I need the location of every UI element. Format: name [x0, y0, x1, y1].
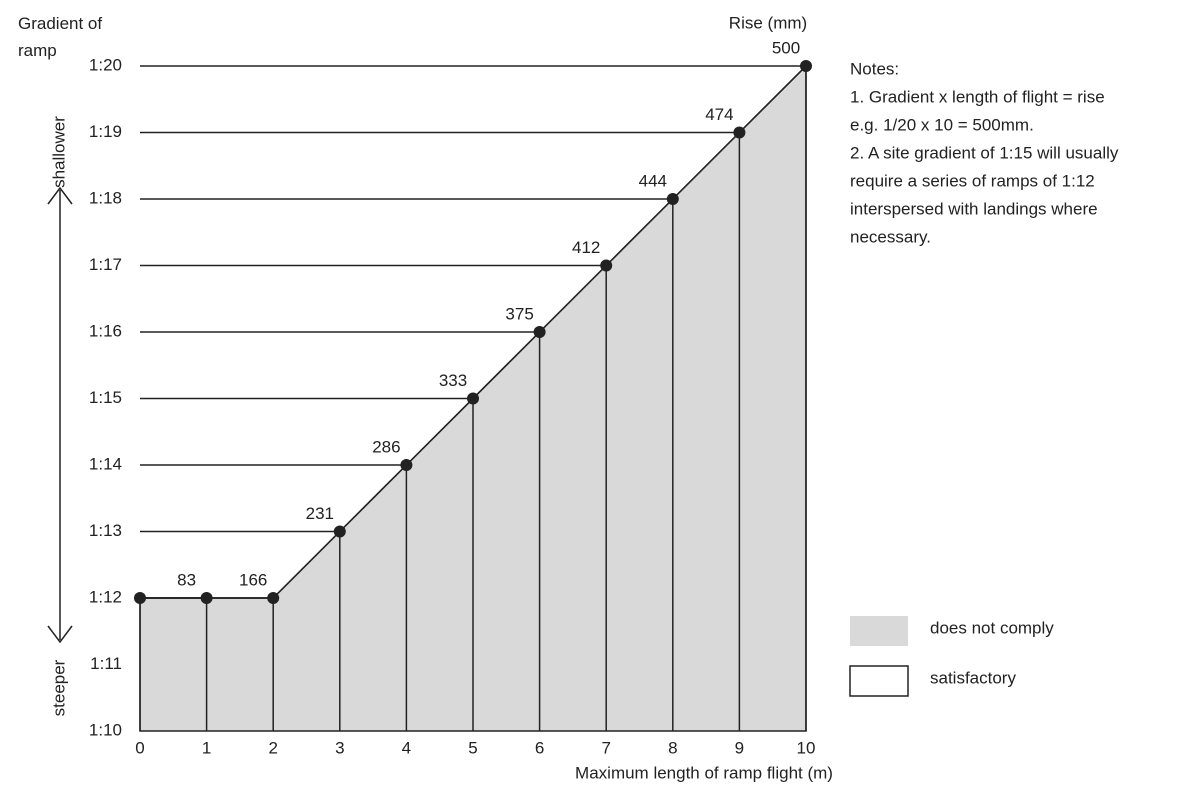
point — [800, 60, 812, 72]
legend-swatch — [849, 665, 909, 697]
legend-label: does not comply — [930, 618, 1054, 637]
x-tick-label: 9 — [735, 738, 744, 757]
x-axis-label: Maximum length of ramp flight (m) — [575, 763, 833, 782]
x-tick-label: 7 — [601, 738, 610, 757]
legend-swatch — [850, 616, 908, 646]
y-tick-label: 1:19 — [89, 122, 122, 141]
arrow-head — [47, 625, 73, 644]
x-tick-label: 6 — [535, 738, 544, 757]
note-line: e.g. 1/20 x 10 = 500mm. — [850, 115, 1034, 134]
x-tick-label: 1 — [202, 738, 211, 757]
x-tick-label: 5 — [468, 738, 477, 757]
rise-label: Rise (mm) — [729, 13, 807, 32]
x-tick-label: 4 — [402, 738, 411, 757]
point — [134, 592, 146, 604]
point — [400, 459, 413, 471]
rise-label: 474 — [705, 105, 733, 124]
shallower-label: shallower — [49, 116, 68, 188]
legend-label: satisfactory — [930, 668, 1016, 687]
rise-label: 500 — [772, 38, 800, 57]
steeper-label: steeper — [49, 659, 68, 716]
note-line: 2. A site gradient of 1:15 will usually — [850, 143, 1119, 162]
y-tick-label: 1:15 — [89, 388, 122, 407]
rise-label: 231 — [306, 504, 334, 523]
x-tick-label: 10 — [797, 738, 816, 757]
rise-label: 166 — [239, 570, 267, 589]
y-tick-label: 1:13 — [89, 521, 122, 540]
y-tick-label: 1:11 — [90, 654, 122, 673]
note-line: 1. Gradient x length of flight = rise — [850, 87, 1105, 106]
y-tick-label: 1:10 — [89, 720, 122, 739]
y-tick-label: 1:20 — [89, 55, 122, 74]
y-tick-label: 1:18 — [89, 188, 122, 207]
x-tick-label: 0 — [135, 738, 144, 757]
point — [200, 592, 213, 604]
point — [733, 126, 746, 139]
y-tick-label: 1:17 — [89, 255, 122, 274]
point — [666, 193, 679, 205]
point — [333, 525, 346, 538]
x-tick-label: 3 — [335, 738, 344, 757]
y-tick-label: 1:16 — [89, 321, 122, 340]
x-tick-label: 8 — [668, 738, 677, 757]
x-tick-label: 2 — [268, 738, 277, 757]
y-tick-label: 1:12 — [89, 587, 122, 606]
point — [600, 259, 613, 272]
note-line: necessary. — [850, 227, 931, 246]
point — [467, 392, 479, 405]
rise-label: 444 — [639, 171, 667, 190]
note-line: interspersed with landings where — [850, 199, 1098, 218]
point — [533, 326, 546, 338]
notes-title: Notes: — [850, 59, 899, 78]
note-line: require a series of ramps of 1:12 — [850, 171, 1095, 190]
rise-label: 412 — [572, 238, 600, 257]
rise-label: 333 — [439, 371, 467, 390]
y-axis-label: Gradient of ramp — [18, 14, 103, 60]
point — [267, 592, 280, 604]
rise-label: 83 — [177, 570, 196, 589]
rise-label: 375 — [505, 304, 533, 323]
arrow-head — [47, 186, 73, 205]
y-tick-label: 1:14 — [89, 454, 122, 473]
rise-label: 286 — [372, 437, 400, 456]
